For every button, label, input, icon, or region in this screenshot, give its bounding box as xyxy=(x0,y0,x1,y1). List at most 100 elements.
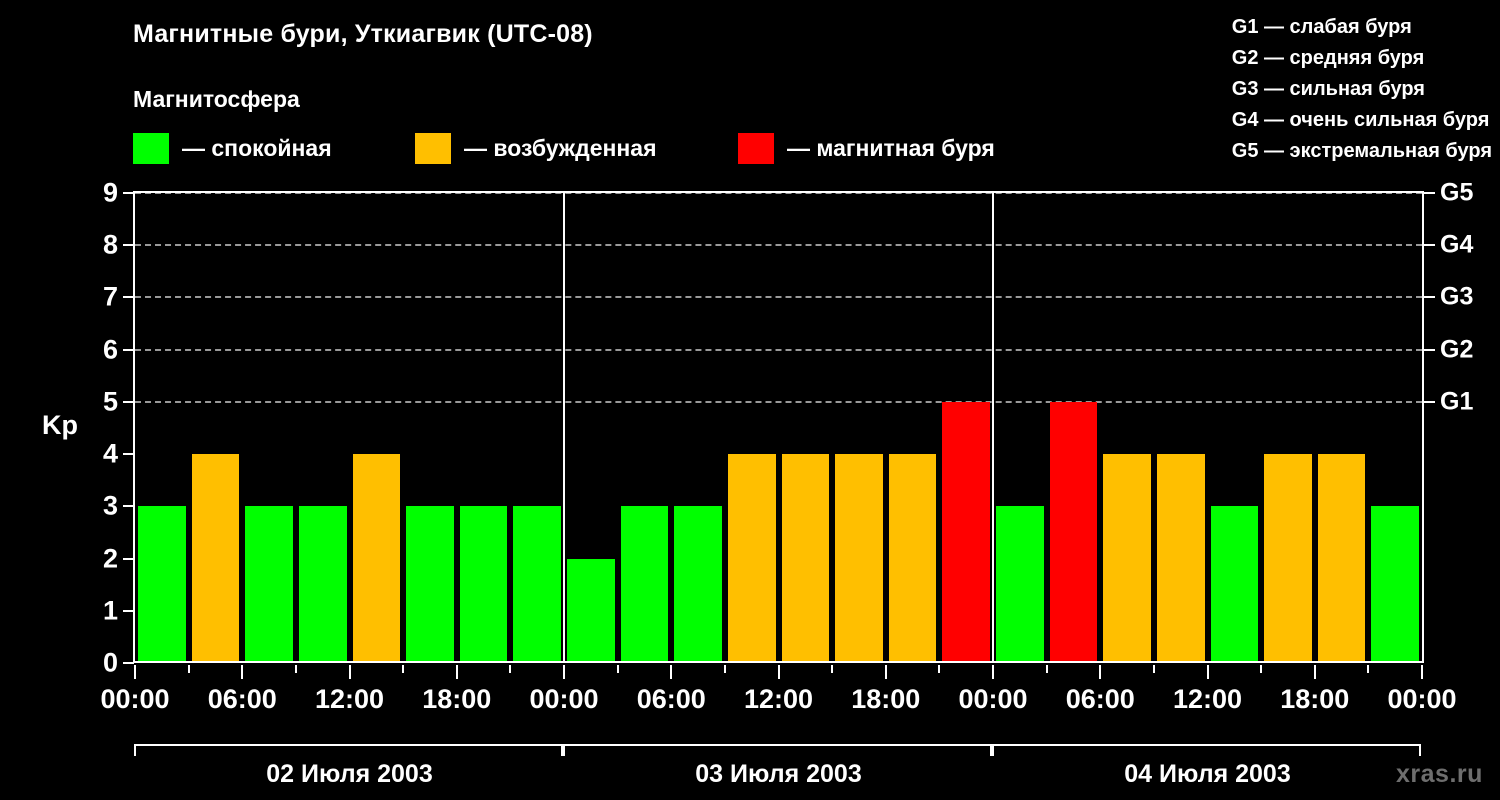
x-tick-label-1: 06:00 xyxy=(207,684,277,714)
g-tick-G2: G2 xyxy=(1440,335,1474,364)
x-tick-mark-7 xyxy=(884,665,887,679)
y-tick-2: 2 xyxy=(102,543,118,574)
g-tick-mark-G3 xyxy=(1424,296,1435,299)
y-tick-6: 6 xyxy=(102,334,118,365)
watermark: xras.ru xyxy=(1396,760,1483,788)
x-minor-tick-19 xyxy=(1152,665,1155,673)
x-tick-mark-6 xyxy=(777,665,780,679)
magnetosphere-heading: Магнитосфера xyxy=(133,86,300,112)
y-tick-1: 1 xyxy=(102,595,118,626)
storm-swatch xyxy=(738,132,774,164)
x-tick-mark-11 xyxy=(1313,665,1316,679)
g-axis-tick-labels: G1 G2 G3 G4 G5 xyxy=(1440,0,1500,800)
y-tick-mark-9 xyxy=(123,192,134,194)
y-tick-0: 0 xyxy=(102,647,118,678)
bar-kp xyxy=(352,454,401,663)
legend-label: — спокойная xyxy=(182,134,332,161)
g-tick-G5: G5 xyxy=(1440,178,1474,207)
y-axis-tick-labels: 0 1 2 3 4 5 6 7 8 9 xyxy=(14,0,118,800)
day-label-1: 02 Июля 2003 xyxy=(266,760,433,788)
bar-kp xyxy=(298,506,347,663)
x-tick-label-10: 12:00 xyxy=(1172,684,1243,714)
x-tick-label-2: 12:00 xyxy=(314,684,385,714)
g-tick-mark-G4 xyxy=(1424,244,1435,247)
bar-kp xyxy=(1049,401,1098,663)
x-tick-mark-0 xyxy=(134,665,136,679)
y-tick-mark-3 xyxy=(123,505,134,508)
y-tick-mark-1 xyxy=(123,609,134,612)
day-label-2: 03 Июля 2003 xyxy=(695,760,862,788)
gridline-kp-7 xyxy=(135,296,1422,299)
bar-kp xyxy=(1210,506,1259,663)
gridline-kp-8 xyxy=(135,244,1422,247)
x-tick-mark-9 xyxy=(1099,665,1102,679)
x-tick-label-9: 06:00 xyxy=(1065,684,1135,714)
bar-kp xyxy=(245,506,293,663)
gridline-kp-5 xyxy=(135,400,1422,403)
day-bracket-1 xyxy=(134,744,563,756)
x-tick-label-4: 00:00 xyxy=(529,684,599,714)
bar-kp xyxy=(191,454,240,663)
x-tick-label-7: 18:00 xyxy=(851,684,921,714)
y-tick-mark-5 xyxy=(123,400,134,403)
x-minor-tick-15 xyxy=(938,665,941,673)
x-minor-tick-5 xyxy=(402,665,405,673)
unsettled-swatch xyxy=(415,132,451,164)
bar-kp xyxy=(835,454,883,663)
x-minor-tick-17 xyxy=(1045,665,1048,673)
bar-kp xyxy=(620,506,669,663)
x-minor-tick-9 xyxy=(616,665,619,673)
x-tick-label-12: 00:00 xyxy=(1387,684,1457,714)
x-minor-tick-23 xyxy=(1367,665,1370,673)
x-minor-tick-1 xyxy=(187,665,190,673)
bar-kp xyxy=(1103,454,1151,663)
x-tick-mark-8 xyxy=(992,665,994,679)
x-tick-mark-4 xyxy=(563,665,565,679)
x-minor-tick-7 xyxy=(509,665,512,673)
y-tick-mark-2 xyxy=(123,557,134,560)
x-minor-tick-13 xyxy=(831,665,834,673)
bar-kp xyxy=(1264,454,1312,663)
y-tick-3: 3 xyxy=(102,490,118,521)
y-tick-mark-0 xyxy=(123,662,134,664)
x-tick-label-11: 18:00 xyxy=(1280,684,1350,714)
plot-frame xyxy=(133,191,1424,663)
bar-kp xyxy=(996,506,1044,663)
y-tick-mark-8 xyxy=(123,244,134,247)
legend-entry-1: — спокойная xyxy=(133,131,332,165)
gridline-kp-6 xyxy=(135,348,1422,351)
g-scale-row-2: G2 — средняя буря xyxy=(1231,47,1425,69)
x-minor-tick-11 xyxy=(723,665,726,673)
g-tick-mark-G1 xyxy=(1424,400,1435,403)
legend-entry-2: — возбужденная xyxy=(415,131,657,165)
g-scale-row-1: G1 — слабая буря xyxy=(1231,16,1412,38)
x-tick-mark-5 xyxy=(670,665,673,679)
x-tick-label-5: 06:00 xyxy=(636,684,706,714)
g-tick-mark-G2 xyxy=(1424,348,1435,351)
quiet-swatch xyxy=(133,132,169,164)
g-scale-row-4: G4 — очень сильная буря xyxy=(1231,109,1490,131)
g-tick-G3: G3 xyxy=(1440,282,1474,311)
g-scale-row-3: G3 — сильная буря xyxy=(1231,78,1425,100)
plot-area xyxy=(135,192,1422,663)
x-minor-tick-3 xyxy=(294,665,297,673)
y-tick-mark-6 xyxy=(123,348,134,351)
bar-kp xyxy=(781,454,830,663)
bar-kp xyxy=(1156,454,1205,663)
bar-kp xyxy=(942,401,990,663)
bar-kp xyxy=(674,506,722,663)
day-label-3: 04 Июля 2003 xyxy=(1124,760,1291,788)
bar-kp xyxy=(406,506,454,663)
x-tick-label-0: 00:00 xyxy=(100,684,170,714)
g-scale-row-5: G5 — экстремальная буря xyxy=(1231,140,1492,162)
legend-entry-3: — магнитная буря xyxy=(738,131,995,165)
legend-label: — возбужденная xyxy=(464,134,657,161)
y-tick-4: 4 xyxy=(102,438,118,469)
day-separator-2 xyxy=(992,193,994,663)
legend-label: — магнитная буря xyxy=(787,134,995,161)
bar-kp xyxy=(1371,506,1419,663)
x-tick-label-6: 12:00 xyxy=(743,684,814,714)
bar-kp xyxy=(513,506,561,663)
day-separator-1 xyxy=(563,193,565,663)
bar-kp xyxy=(727,454,776,663)
